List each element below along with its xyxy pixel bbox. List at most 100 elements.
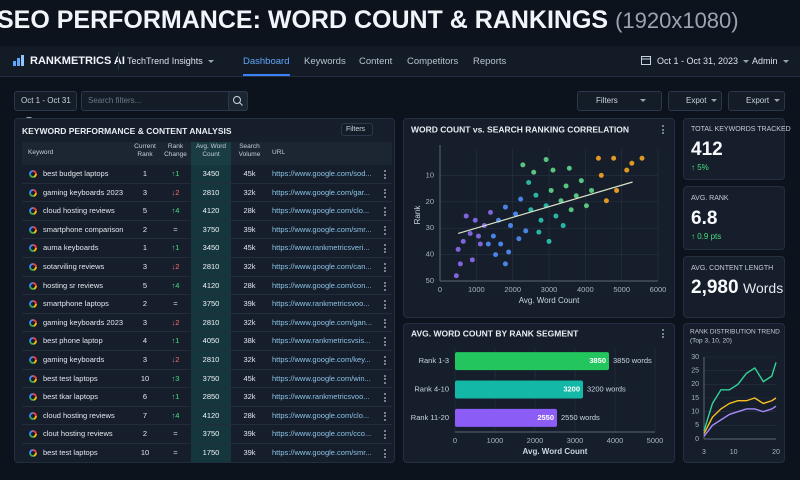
scatter-point <box>553 213 559 219</box>
category-label: Rank 4-10 <box>414 384 449 393</box>
filters-button[interactable]: Filters <box>577 91 662 111</box>
nav-link[interactable]: Dashboard <box>243 56 290 67</box>
url: https://www.google.com/can... <box>272 262 372 271</box>
url: https://www.google.com/con... <box>272 280 372 290</box>
nav-link[interactable]: Keywords <box>304 56 346 67</box>
search-volume: 39k <box>243 224 256 234</box>
row-menu[interactable] <box>384 449 387 460</box>
row-menu[interactable] <box>384 281 387 293</box>
search-volume: 38k <box>243 336 256 346</box>
scatter-point <box>558 198 564 204</box>
row-menu[interactable] <box>384 263 387 274</box>
scatter-point <box>523 228 529 234</box>
nav-link[interactable]: Content <box>359 56 393 67</box>
date-range[interactable]: Oct 1 - Oct 31, 2023 <box>657 56 750 66</box>
rank-change: ↑4 <box>171 206 180 216</box>
expot-button[interactable]: Expot <box>668 91 722 111</box>
user-menu[interactable]: Admin <box>752 56 789 66</box>
url: https://www.rankmetricsvsis... <box>272 336 371 346</box>
keyword: auma keyboards <box>43 243 99 253</box>
row-menu[interactable] <box>384 393 387 404</box>
row-divider <box>22 257 392 258</box>
avg-word-count: 4120 <box>202 280 220 290</box>
workspace: TechTrend Insights <box>127 56 203 66</box>
row-divider <box>22 405 392 407</box>
kpi-card <box>683 186 785 250</box>
current-rank: 3 <box>142 262 148 271</box>
scatter-point <box>624 167 630 173</box>
y-tick-label: 50 <box>426 276 434 285</box>
keyword: hosting sr reviews <box>43 280 104 290</box>
row-divider <box>22 424 392 426</box>
kpi-label: TOTAL KEYWORDS TRACKED <box>691 126 791 133</box>
row-menu[interactable] <box>384 244 387 255</box>
avg-word-count: 2810 <box>202 262 220 271</box>
row-divider <box>22 294 392 296</box>
bar-value: 2550 <box>537 413 554 422</box>
row-menu[interactable] <box>384 300 387 311</box>
expot-label: Expot <box>686 96 707 105</box>
url: https://www.google.com/clo... <box>272 410 370 420</box>
menu-dots[interactable] <box>662 125 665 136</box>
url: https://www.google.com/key... <box>272 355 371 364</box>
kpi-label: AVG. RANK <box>691 195 729 202</box>
google-icon <box>29 337 37 346</box>
bar-value: 3850 <box>589 356 606 365</box>
search-button[interactable] <box>228 91 248 111</box>
active-indicator <box>243 74 290 76</box>
brand[interactable]: RANKMETRICS AI <box>30 55 125 67</box>
row-menu[interactable] <box>384 225 387 237</box>
search-volume: 39k <box>243 299 256 309</box>
x-tick-label: 3000 <box>541 285 558 294</box>
search-volume: 28k <box>243 280 256 290</box>
google-icon <box>29 430 37 439</box>
export-button[interactable]: Export <box>728 91 785 111</box>
scatter-point <box>566 165 572 171</box>
row-divider <box>22 219 392 221</box>
menu-dots[interactable] <box>662 329 665 340</box>
x-tick-label: 0 <box>438 285 442 294</box>
rank-change: ↓2 <box>171 262 180 271</box>
scatter-point <box>526 180 532 186</box>
row-menu[interactable] <box>384 374 387 386</box>
row-divider <box>22 275 392 277</box>
row-menu[interactable] <box>384 188 387 200</box>
workspace-select[interactable]: TechTrend Insights <box>127 56 214 66</box>
x-tick-label: 20 <box>772 449 780 456</box>
row-menu[interactable] <box>384 356 387 367</box>
nav-link[interactable]: Competitors <box>407 56 459 67</box>
avg-word-count: 2850 <box>202 392 220 402</box>
current-rank: 1 <box>142 169 148 178</box>
scatter-point <box>583 203 589 209</box>
nav-link[interactable]: Reports <box>473 56 507 67</box>
scatter-point <box>477 241 483 247</box>
x-tick-label: 6000 <box>650 285 667 294</box>
row-menu[interactable] <box>384 318 387 330</box>
table-panel <box>14 118 395 463</box>
row-menu[interactable] <box>384 207 387 218</box>
scatter-point <box>533 192 539 198</box>
kpi-value-group: 2,980 Words <box>691 277 783 299</box>
keyword: best budget laptops <box>43 169 109 178</box>
chart-title: RANK DISTRIBUTION TREND <box>690 329 780 336</box>
keyword: smartphone comparison <box>43 224 124 234</box>
scatter-point <box>589 187 595 193</box>
row-menu[interactable] <box>384 337 387 348</box>
keyword: gaming keyboards 2023 <box>43 317 124 327</box>
row-menu[interactable] <box>384 430 387 441</box>
rank-change: ↑3 <box>171 373 180 383</box>
x-tick-label: 1000 <box>468 285 485 294</box>
row-menu[interactable] <box>384 411 387 423</box>
scatter-point <box>506 249 512 255</box>
search-volume: 28k <box>243 206 256 216</box>
scatter-point <box>502 261 508 267</box>
x-tick-label: 2000 <box>527 436 544 445</box>
y-tick-label: 20 <box>691 381 699 388</box>
scatter-point <box>457 261 463 267</box>
scatter-point <box>453 273 459 279</box>
date-select[interactable]: Oct 1 - Oct 31 <box>14 91 77 121</box>
table-filter[interactable]: Filters <box>341 123 373 136</box>
page-title: SEO PERFORMANCE: WORD COUNT & RANKINGS (… <box>0 6 739 35</box>
row-menu[interactable] <box>384 170 387 181</box>
